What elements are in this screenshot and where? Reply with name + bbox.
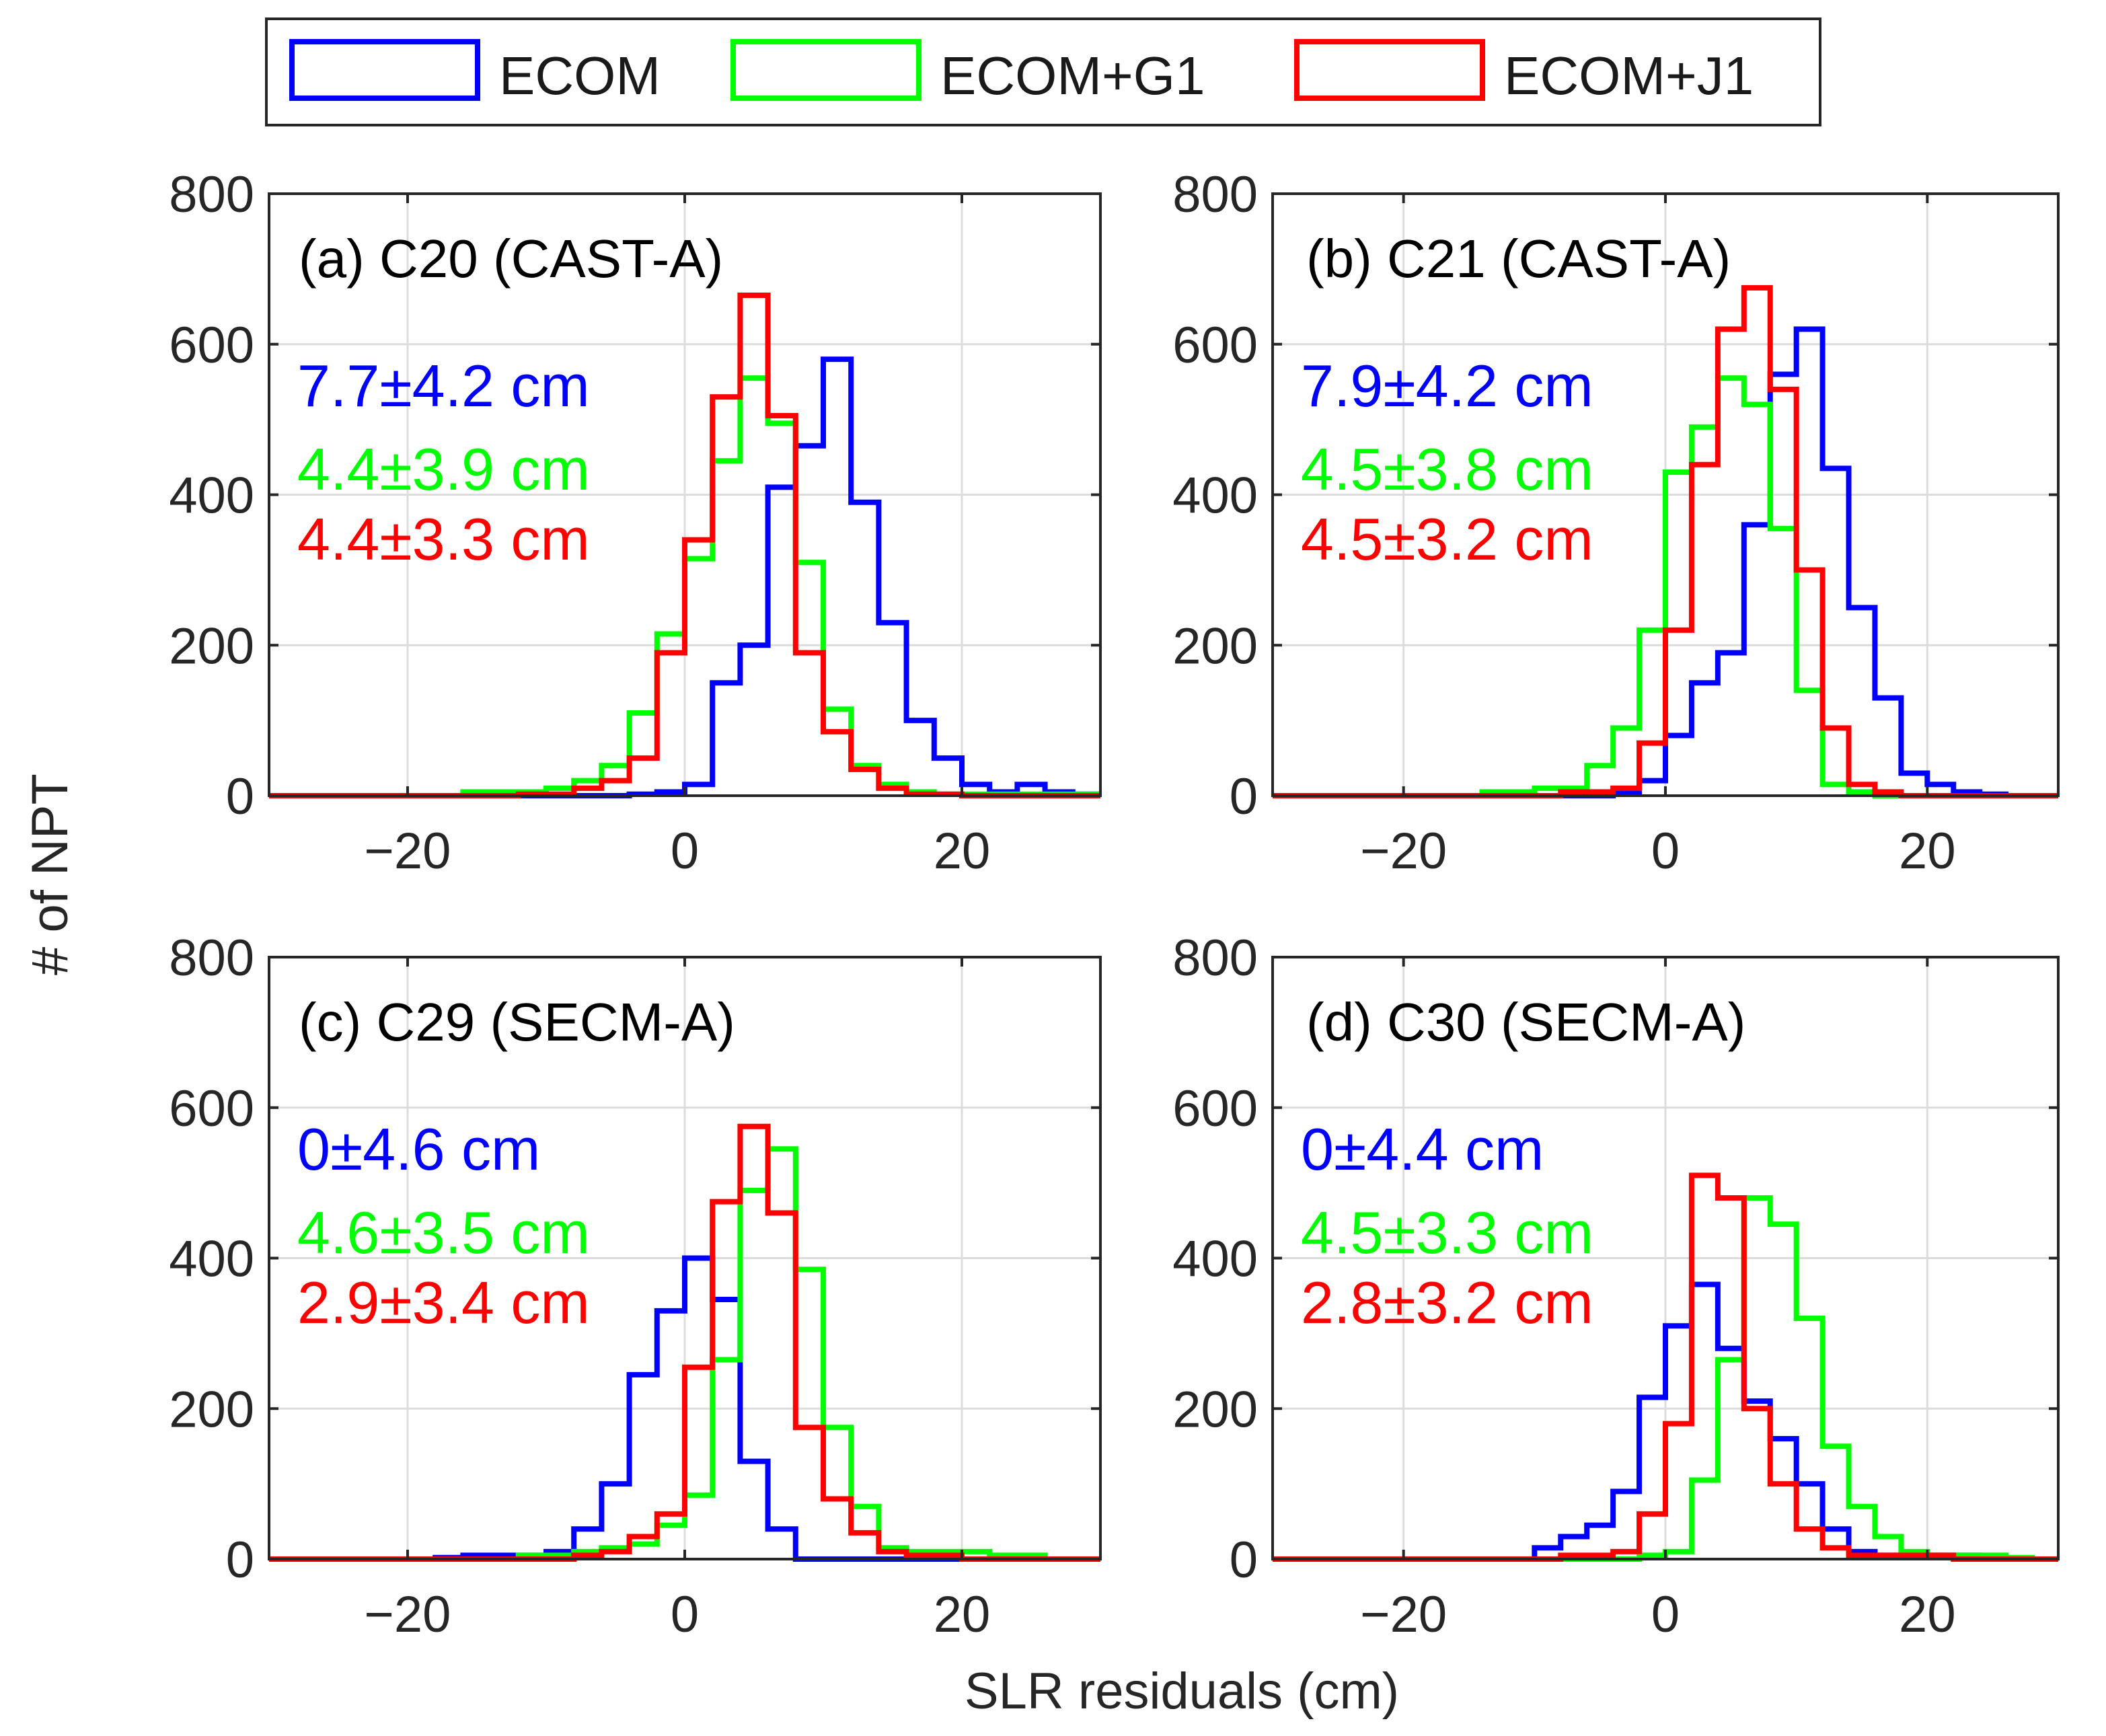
y-tick-label: 400	[169, 1231, 254, 1288]
y-tick-label: 800	[169, 930, 254, 987]
panel-title: (a) C20 (CAST-A)	[299, 229, 723, 289]
x-tick-label: 20	[934, 1586, 991, 1643]
x-tick-label: 20	[1899, 1586, 1956, 1643]
stats-label-ecom-j1: 4.4±3.3 cm	[297, 506, 590, 572]
x-tick-label: 20	[934, 823, 991, 880]
stats-label-ecom-g1: 4.5±3.3 cm	[1301, 1199, 1593, 1266]
y-tick-label: 200	[1172, 617, 1258, 675]
y-tick-label: 600	[1172, 1080, 1258, 1137]
stats-label-ecom-j1: 2.8±3.2 cm	[1301, 1269, 1593, 1336]
panel-title: (b) C21 (CAST-A)	[1306, 229, 1731, 289]
y-tick-label: 600	[1172, 317, 1258, 374]
y-tick-label: 200	[1172, 1381, 1258, 1438]
stats-label-ecom-g1: 4.4±3.9 cm	[297, 436, 590, 502]
legend-label-ecom: ECOM	[499, 46, 661, 106]
panel-title: (d) C30 (SECM-A)	[1306, 992, 1745, 1052]
y-axis-label: # of NPT	[22, 773, 79, 975]
panel-title: (c) C29 (SECM-A)	[299, 992, 735, 1052]
stats-label-ecom: 0±4.6 cm	[297, 1116, 540, 1182]
x-tick-label: 20	[1899, 823, 1956, 880]
legend-label-ecom-j1: ECOM+J1	[1504, 46, 1754, 106]
y-tick-label: 800	[169, 166, 254, 223]
legend-label-ecom-g1: ECOM+G1	[940, 46, 1205, 106]
y-tick-label: 400	[169, 467, 254, 525]
legend-swatch-ecom-j1	[1294, 39, 1485, 101]
stats-label-ecom-g1: 4.5±3.8 cm	[1301, 436, 1593, 502]
stats-label-ecom: 7.9±4.2 cm	[1301, 352, 1593, 419]
x-axis-label: SLR residuals (cm)	[965, 1663, 1399, 1720]
stats-label-ecom-j1: 4.5±3.2 cm	[1301, 506, 1593, 572]
y-tick-label: 0	[1230, 1532, 1258, 1589]
y-tick-label: 200	[169, 1381, 254, 1438]
x-tick-label: 0	[671, 1586, 699, 1643]
y-tick-label: 0	[1230, 768, 1258, 825]
y-tick-label: 0	[226, 1532, 254, 1589]
x-tick-label: 0	[1651, 1586, 1680, 1643]
stats-label-ecom-j1: 2.9±3.4 cm	[297, 1269, 590, 1336]
y-tick-label: 400	[1172, 1231, 1258, 1288]
x-tick-label: −20	[365, 1586, 451, 1643]
y-tick-label: 800	[1172, 166, 1258, 223]
legend-swatch-ecom	[289, 39, 480, 101]
legend: ECOM ECOM+G1 ECOM+J1	[265, 17, 1821, 126]
y-tick-label: 800	[1172, 930, 1258, 987]
y-tick-label: 0	[226, 768, 254, 825]
stats-label-ecom: 0±4.4 cm	[1301, 1116, 1544, 1182]
x-tick-label: −20	[1360, 1586, 1447, 1643]
legend-swatch-ecom-g1	[730, 39, 922, 101]
y-tick-label: 200	[169, 617, 254, 675]
x-tick-label: 0	[1651, 823, 1680, 880]
x-tick-label: 0	[671, 823, 699, 880]
y-tick-label: 600	[169, 1080, 254, 1137]
x-tick-label: −20	[365, 823, 451, 880]
stats-label-ecom: 7.7±4.2 cm	[297, 352, 590, 419]
x-tick-label: −20	[1360, 823, 1447, 880]
y-tick-label: 400	[1172, 467, 1258, 525]
y-tick-label: 600	[169, 317, 254, 374]
stats-label-ecom-g1: 4.6±3.5 cm	[297, 1199, 590, 1266]
